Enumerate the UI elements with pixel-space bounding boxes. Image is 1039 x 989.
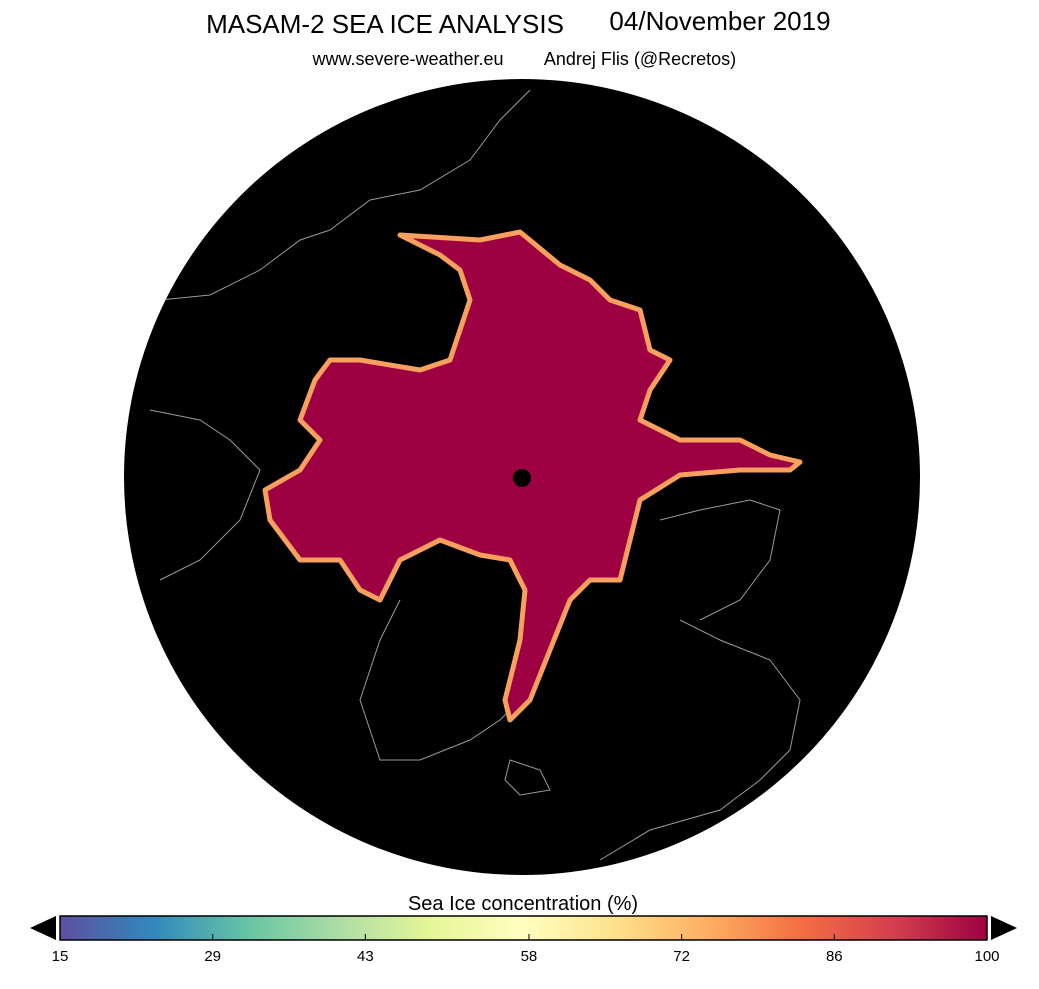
colorbar-extend-min bbox=[30, 916, 56, 940]
title: MASAM-2 SEA ICE ANALYSIS bbox=[206, 9, 564, 39]
colorbar-tick-label: 15 bbox=[52, 948, 69, 965]
coastlines bbox=[149, 89, 801, 861]
colorbar-tick-label: 100 bbox=[974, 948, 999, 965]
colorbar-gradient bbox=[59, 915, 988, 941]
colorbar-tick-label: 29 bbox=[204, 948, 221, 965]
sea-ice bbox=[262, 229, 803, 723]
pole-hole bbox=[513, 469, 531, 487]
colorbar-extend-max bbox=[991, 916, 1017, 940]
colorbar-label: Sea Ice concentration (%) bbox=[408, 893, 638, 915]
author: Andrej Flis (@Recretos) bbox=[544, 49, 736, 69]
colorbar-tick-label: 72 bbox=[673, 948, 690, 965]
site: www.severe-weather.eu bbox=[311, 49, 503, 69]
map bbox=[124, 79, 920, 875]
date: 04/November 2019 bbox=[609, 6, 830, 36]
colorbar-tick-label: 86 bbox=[826, 948, 843, 965]
colorbar-tick-label: 43 bbox=[357, 948, 374, 965]
colorbar: 15 29 43 58 72 86 100 bbox=[30, 915, 1017, 965]
colorbar-tick-label: 58 bbox=[521, 948, 538, 965]
